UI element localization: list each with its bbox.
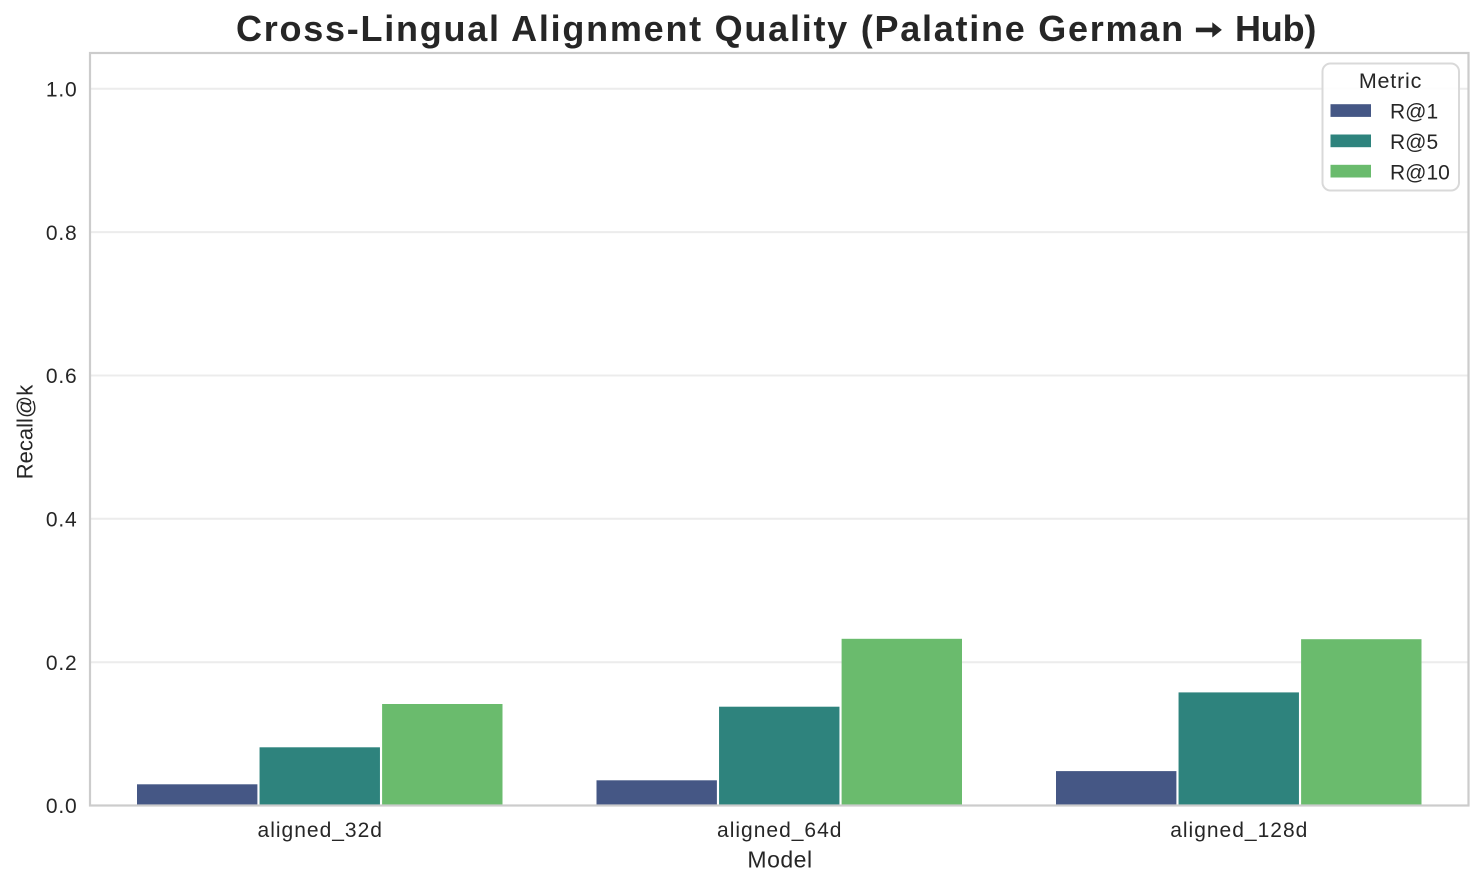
svg-text:R@5: R@5 — [1390, 131, 1438, 154]
svg-text:aligned_64d: aligned_64d — [717, 819, 842, 842]
svg-text:aligned_128d: aligned_128d — [1170, 819, 1308, 842]
svg-text:Cross-Lingual Alignment Qualit: Cross-Lingual Alignment Quality (Palatin… — [236, 8, 1185, 49]
svg-text:Metric: Metric — [1359, 69, 1422, 93]
svg-text:Model: Model — [747, 847, 812, 873]
svg-text:0.2: 0.2 — [46, 652, 78, 675]
svg-text:0.6: 0.6 — [46, 365, 78, 388]
svg-text:R@1: R@1 — [1390, 101, 1438, 124]
svg-text:0.8: 0.8 — [46, 222, 78, 245]
svg-text:0.0: 0.0 — [46, 795, 78, 818]
svg-text:0.4: 0.4 — [46, 509, 78, 532]
svg-text:aligned_32d: aligned_32d — [258, 819, 383, 842]
svg-text:Hub): Hub) — [1235, 8, 1316, 49]
svg-text:R@10: R@10 — [1390, 161, 1450, 184]
svg-text:Recall@k: Recall@k — [12, 384, 37, 479]
svg-text:1.0: 1.0 — [46, 79, 78, 102]
